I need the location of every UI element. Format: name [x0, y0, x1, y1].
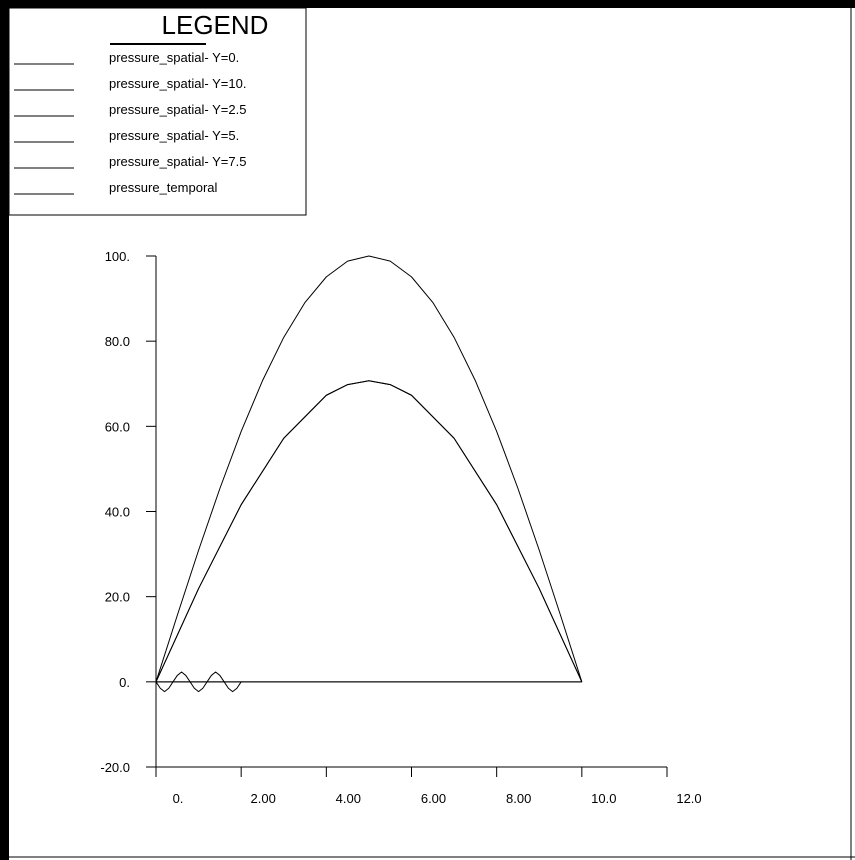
- frame-top-border: [0, 0, 855, 8]
- x-tick-label: 12.0: [676, 791, 701, 806]
- legend-box: [8, 7, 307, 216]
- series-line-5: [155, 380, 583, 683]
- series-group: [155, 255, 583, 693]
- y-tick-label: 60.0: [105, 419, 130, 434]
- frame-left-border: [0, 0, 9, 860]
- legend-entry-label: pressure_spatial- Y=0.: [109, 50, 239, 65]
- x-tick-label: 8.00: [506, 791, 531, 806]
- legend-entry-label: pressure_spatial- Y=2.5: [109, 102, 246, 117]
- legend-entry-label: pressure_temporal: [109, 180, 217, 195]
- y-tick-label: 20.0: [105, 590, 130, 605]
- legend-entry-label: pressure_spatial- Y=7.5: [109, 154, 246, 169]
- legend-entry-label: pressure_spatial- Y=10.: [109, 76, 246, 91]
- series-line-4: [155, 255, 583, 682]
- x-tick-label: 2.00: [251, 791, 276, 806]
- y-tick-label: 40.0: [105, 505, 130, 520]
- axes: -20.0 0. 20.0 40.0 60.0 80.0 100. 0. 2.00 4.00 6.…: [100, 249, 701, 806]
- legend: LEGEND pressure_spatial- Y=0.pressure_sp…: [8, 7, 307, 216]
- legend-entry-label: pressure_spatial- Y=5.: [109, 128, 239, 143]
- x-tick-label: 4.00: [336, 791, 361, 806]
- y-ticks: -20.0 0. 20.0 40.0 60.0 80.0 100.: [100, 249, 156, 775]
- legend-entries: pressure_spatial- Y=0. pressure_spatial- …: [14, 50, 246, 195]
- y-tick-label: 100.: [105, 249, 130, 264]
- x-ticks: 0. 2.00 4.00 6.00 8.00 10.0 12.0: [155, 767, 702, 806]
- y-tick-label: -20.0: [100, 760, 130, 775]
- x-tick-label: 0.: [173, 791, 184, 806]
- x-tick-label: 6.00: [421, 791, 446, 806]
- legend-title: LEGEND: [162, 10, 269, 40]
- x-tick-label: 10.0: [591, 791, 616, 806]
- y-tick-label: 80.0: [105, 334, 130, 349]
- series-line-6: [155, 671, 242, 693]
- y-tick-label: 0.: [119, 675, 130, 690]
